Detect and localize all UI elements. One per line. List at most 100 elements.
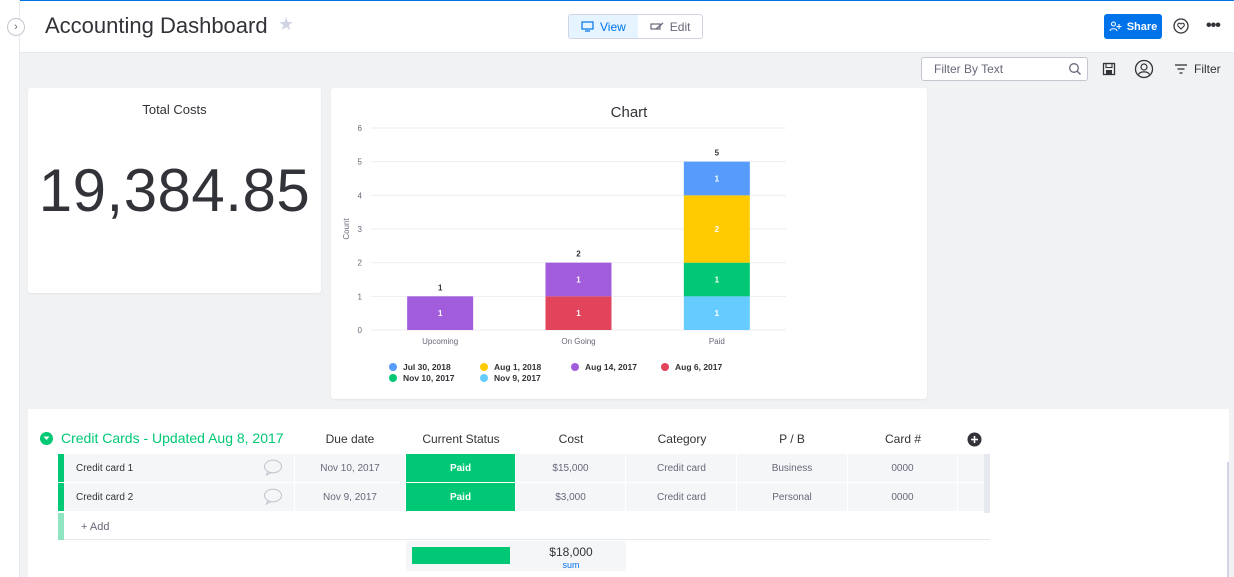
stacked-bar-chart: Chart Count 0 1 2 3 4 5 6 1 1 Upcoming 1 1 2 On Going 1 1… <box>342 104 786 383</box>
segment-label: 2 <box>715 225 720 234</box>
star-icon[interactable]: ★ <box>278 14 295 34</box>
bar-segment <box>407 296 474 330</box>
total-costs-widget: Total Costs 19,384.85 <box>28 88 321 293</box>
chevron-down-icon[interactable] <box>40 431 53 445</box>
bar-segment <box>683 296 750 330</box>
person-filter-icon[interactable] <box>1134 59 1154 79</box>
cost-cell[interactable]: $15,000 <box>516 454 626 482</box>
bar-segment <box>683 195 750 263</box>
table-row[interactable]: Credit card 1 Nov 10, 2017 Paid $15,000 … <box>58 454 990 482</box>
card-number-cell[interactable]: 0000 <box>848 483 958 511</box>
pb-cell[interactable]: Business <box>737 454 848 482</box>
bar-segment <box>545 262 612 297</box>
y-tick-label: 5 <box>358 158 363 167</box>
pencil-icon <box>650 22 664 30</box>
legend-dot <box>661 363 669 371</box>
legend-label: Nov 10, 2017 <box>403 373 455 383</box>
segment-label: 1 <box>576 276 581 285</box>
bar-segment <box>683 161 750 196</box>
y-tick-label: 6 <box>358 124 363 133</box>
y-tick-label: 2 <box>358 259 363 268</box>
add-column-icon[interactable] <box>967 432 982 447</box>
group-title: Credit Cards - Updated Aug 8, 2017 <box>61 430 284 446</box>
cost-sum-label[interactable]: sum <box>562 560 580 570</box>
monitor-icon <box>581 21 594 32</box>
legend-dot <box>571 363 579 371</box>
due-date-cell[interactable]: Nov 9, 2017 <box>295 483 406 511</box>
filter-label: Filter <box>1194 62 1221 76</box>
item-name[interactable]: Credit card 2 <box>64 483 295 511</box>
add-item-input[interactable]: + Add <box>81 521 110 533</box>
add-item-row[interactable] <box>58 513 990 540</box>
comment-icon[interactable] <box>263 488 283 505</box>
status-summary-bar <box>412 547 510 564</box>
view-edit-toggle: View Edit <box>568 14 704 39</box>
legend-label: Aug 1, 2018 <box>494 362 542 372</box>
total-label: 5 <box>715 149 720 158</box>
column-header-category[interactable]: Category <box>657 432 707 446</box>
share-button[interactable]: Share <box>1104 14 1162 39</box>
legend-dot <box>389 363 397 371</box>
total-costs-title: Total Costs <box>142 102 207 117</box>
y-tick-label: 4 <box>358 191 363 200</box>
row-scrollbar[interactable] <box>984 454 990 540</box>
segment-label: 1 <box>715 175 720 184</box>
share-users-icon <box>1109 21 1122 32</box>
table-row[interactable]: Credit card 2 Nov 9, 2017 Paid $3,000 Cr… <box>58 483 990 511</box>
chevron-right-icon: › <box>14 21 18 33</box>
pb-cell[interactable]: Personal <box>737 483 848 511</box>
search-icon <box>1069 63 1081 75</box>
status-cell[interactable]: Paid <box>406 454 516 482</box>
activity-heart-icon[interactable] <box>1172 17 1190 35</box>
x-tick-label: Upcoming <box>422 337 458 346</box>
chart-title: Chart <box>611 104 649 121</box>
filter-lines-icon <box>1175 64 1187 74</box>
segment-label: 1 <box>438 309 443 318</box>
filter-button[interactable]: Filter <box>1175 62 1221 76</box>
page-title: Accounting Dashboard <box>45 13 268 38</box>
column-header-status[interactable]: Current Status <box>422 432 500 446</box>
share-label: Share <box>1126 20 1158 33</box>
column-header-due-date[interactable]: Due date <box>325 432 375 446</box>
y-axis-label: Count <box>342 218 351 240</box>
edit-label: Edit <box>669 19 691 34</box>
left-sidebar-strip <box>0 0 20 577</box>
cost-sum-value: $18,000 <box>549 545 593 559</box>
category-cell[interactable]: Credit card <box>627 454 737 482</box>
bar-segment <box>683 262 750 297</box>
cost-cell[interactable]: $3,000 <box>516 483 626 511</box>
row-color-bar <box>58 454 64 482</box>
legend-label: Jul 30, 2018 <box>403 362 451 372</box>
total-label: 2 <box>576 250 581 259</box>
total-costs-value: 19,384.85 <box>38 157 311 224</box>
legend-dot <box>480 363 488 371</box>
legend-label: Aug 14, 2017 <box>585 362 637 372</box>
group-header[interactable]: Credit Cards - Updated Aug 8, 2017 <box>40 430 284 446</box>
edit-tab[interactable]: Edit <box>638 15 703 38</box>
y-tick-label: 0 <box>358 326 363 335</box>
due-date-cell[interactable]: Nov 10, 2017 <box>295 454 406 482</box>
segment-label: 1 <box>715 276 720 285</box>
view-tab[interactable]: View <box>569 15 638 38</box>
legend-label: Nov 9, 2017 <box>494 373 541 383</box>
total-label: 1 <box>438 283 443 292</box>
board-scrollbar[interactable] <box>1227 462 1229 577</box>
status-cell[interactable]: Paid <box>406 483 516 511</box>
column-header-cost[interactable]: Cost <box>558 432 584 446</box>
column-header-pb[interactable]: P / B <box>779 432 805 446</box>
category-cell[interactable]: Credit card <box>627 483 737 511</box>
x-tick-label: On Going <box>561 337 595 346</box>
view-label: View <box>600 19 626 34</box>
card-number-cell[interactable]: 0000 <box>848 454 958 482</box>
item-name[interactable]: Credit card 1 <box>64 454 295 482</box>
comment-icon[interactable] <box>263 459 283 476</box>
chart-widget: Chart Count 0 1 2 3 4 5 6 1 1 Upcoming 1 1 2 On Going 1 1… <box>331 88 927 399</box>
y-tick-label: 1 <box>358 292 363 301</box>
save-icon[interactable] <box>1102 62 1116 76</box>
expand-sidebar-button[interactable]: › <box>7 18 25 36</box>
column-header-card[interactable]: Card # <box>884 432 922 446</box>
more-options-icon[interactable]: ••• <box>1206 17 1221 34</box>
legend-dot <box>389 374 397 382</box>
row-color-bar <box>58 513 64 540</box>
filter-search-input[interactable]: Filter By Text <box>921 57 1088 81</box>
